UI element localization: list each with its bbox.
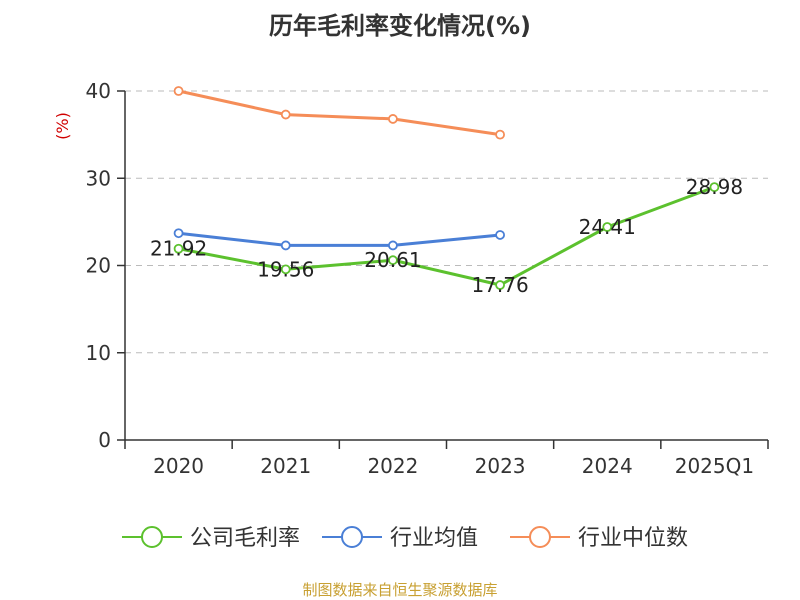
- y-tick-label: 30: [86, 166, 111, 190]
- y-tick-label: 20: [86, 254, 111, 278]
- legend-label: 行业中位数: [578, 526, 688, 551]
- legend-item: 行业均值: [322, 526, 478, 551]
- axes: 0 10 20 30 40 2020 2021 2022 2023 2024 2025Q1: [86, 79, 769, 478]
- data-labels: 21.92 19.56 20.61 17.76 24.41 28.98: [150, 175, 743, 297]
- series-line: [178, 185, 715, 287]
- legend-marker: [341, 526, 363, 548]
- data-point: [388, 114, 398, 124]
- data-point: [388, 255, 398, 266]
- x-tick-label: 2020: [153, 454, 204, 478]
- data-point: [388, 240, 398, 251]
- data-label: 24.41: [579, 215, 636, 239]
- x-tick-label: 2021: [260, 454, 311, 478]
- data-point: [173, 228, 184, 239]
- legend-label: 行业均值: [390, 526, 478, 551]
- data-point: [280, 240, 291, 251]
- series: [173, 86, 720, 290]
- x-tick-label: 2023: [475, 454, 526, 478]
- data-point: [173, 86, 184, 96]
- legend: 公司毛利率 行业均值 行业中位数: [122, 526, 688, 551]
- data-label: 17.76: [471, 273, 528, 297]
- y-tick-label: 0: [98, 428, 111, 452]
- y-tick-label: 10: [86, 341, 111, 365]
- series-line: [178, 89, 501, 137]
- data-point: [280, 109, 291, 120]
- data-label: 19.56: [257, 257, 314, 281]
- data-point: [495, 230, 505, 240]
- series-line: [178, 231, 501, 247]
- source-note: 制图数据来自恒生聚源数据库: [302, 581, 498, 599]
- data-point: [173, 243, 184, 254]
- data-label: 28.98: [686, 175, 743, 199]
- x-tick-label: 2025Q1: [675, 454, 754, 478]
- data-point: [495, 280, 505, 290]
- data-point: [602, 222, 613, 232]
- data-point: [280, 264, 291, 275]
- legend-label: 公司毛利率: [190, 526, 300, 551]
- x-tick-label: 2024: [582, 454, 633, 478]
- chart-title: 历年毛利率变化情况(%): [269, 12, 531, 40]
- legend-marker: [141, 526, 163, 548]
- data-point: [709, 182, 720, 193]
- data-label: 20.61: [364, 248, 421, 272]
- y-axis-label: (%): [53, 112, 72, 140]
- legend-item: 公司毛利率: [122, 526, 300, 551]
- legend-item: 行业中位数: [510, 526, 688, 551]
- x-tick-label: 2022: [367, 454, 418, 478]
- data-point: [495, 129, 505, 140]
- data-label: 21.92: [150, 237, 207, 261]
- legend-marker: [529, 526, 551, 548]
- y-tick-label: 40: [86, 79, 111, 103]
- gridlines: [125, 90, 768, 354]
